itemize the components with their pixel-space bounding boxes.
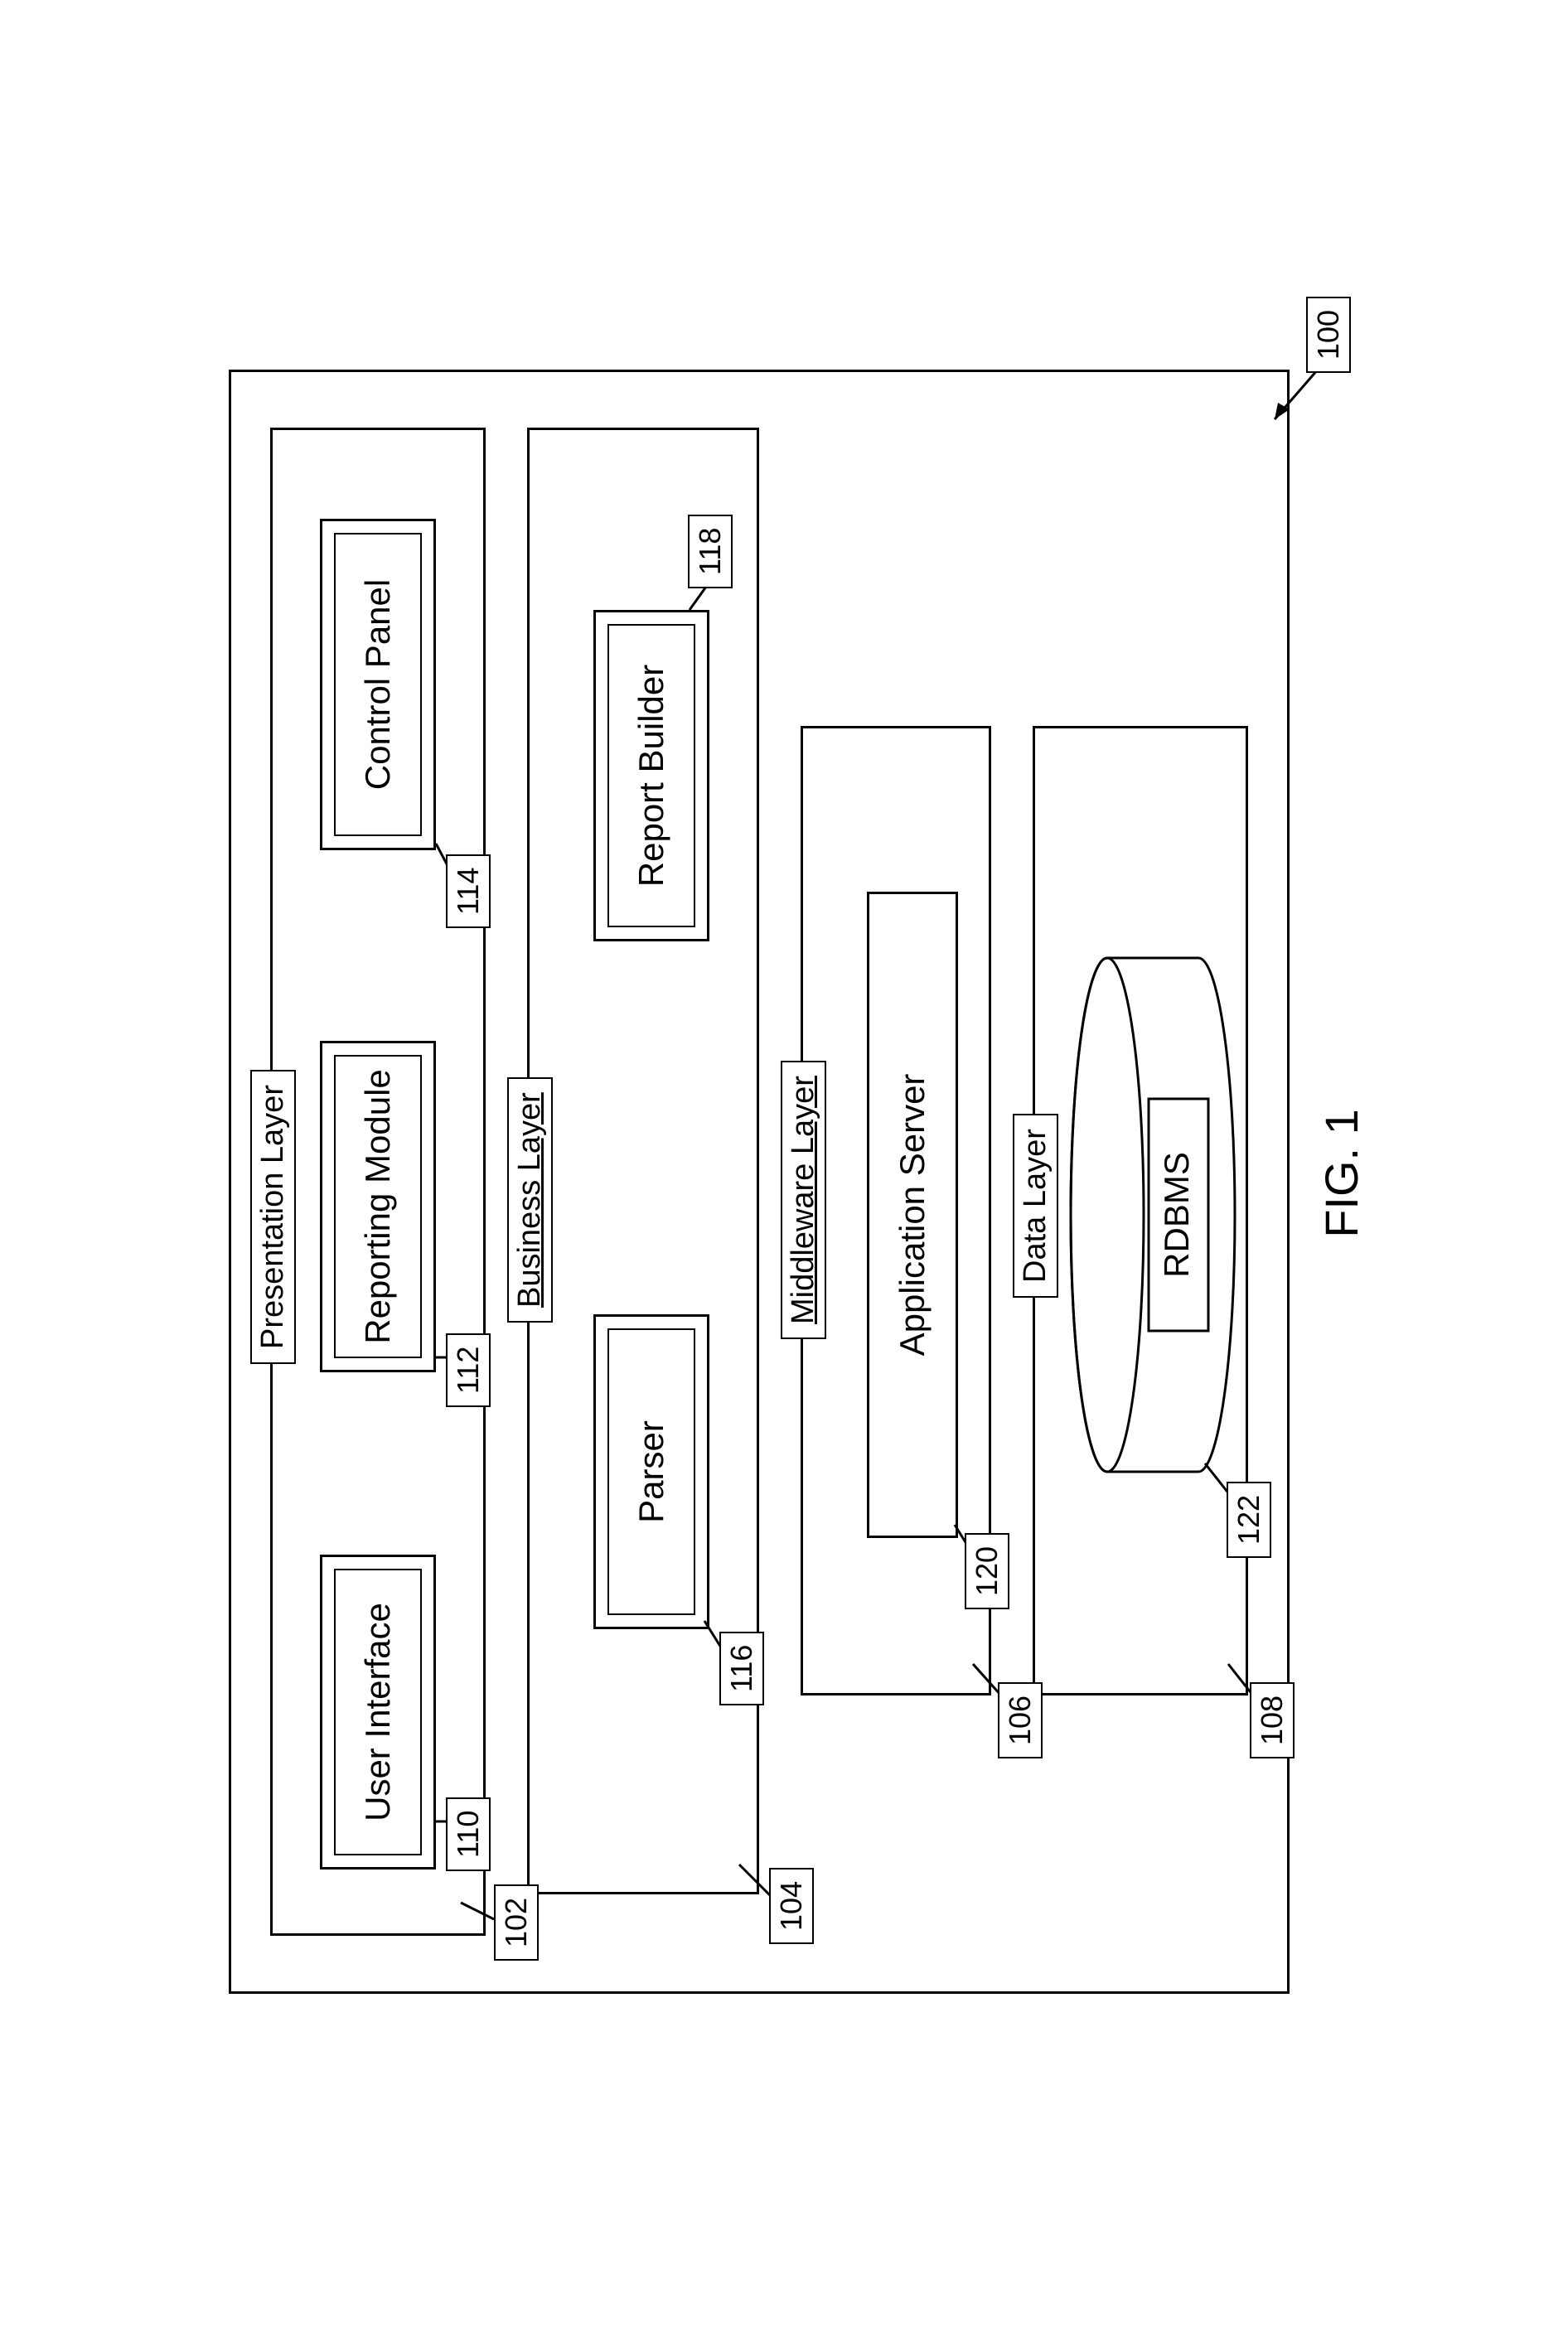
app-server-module: Application Server	[867, 892, 958, 1538]
reporting-module-label: Reporting Module	[334, 1055, 422, 1358]
ref-120: 120	[965, 1532, 1009, 1608]
ref-112: 112	[446, 1333, 491, 1406]
report-builder-module: Report Builder	[593, 610, 709, 941]
ref-110: 110	[446, 1797, 491, 1870]
ref-118: 118	[688, 514, 733, 588]
ref-104: 104	[769, 1867, 814, 1943]
diagram-canvas: Presentation Layer User Interface Report…	[196, 303, 1372, 2044]
reporting-module: Reporting Module	[320, 1041, 436, 1372]
user-interface-module: User Interface	[320, 1555, 436, 1870]
ref-106: 106	[998, 1681, 1043, 1758]
business-layer-title: Business Layer	[507, 1077, 553, 1323]
ref-116: 116	[719, 1631, 764, 1705]
ref-114: 114	[446, 854, 491, 927]
ref-102: 102	[494, 1884, 539, 1960]
report-builder-label: Report Builder	[607, 624, 695, 927]
control-panel-module: Control Panel	[320, 519, 436, 850]
ref-108: 108	[1250, 1681, 1295, 1758]
app-server-label: Application Server	[893, 1073, 932, 1356]
ref-122: 122	[1227, 1481, 1271, 1557]
data-layer-title: Data Layer	[1013, 1114, 1058, 1298]
middleware-layer-title: Middleware Layer	[781, 1061, 826, 1339]
diagram-wrapper: Presentation Layer User Interface Report…	[196, 303, 1372, 2044]
figure-caption: FIG. 1	[1314, 303, 1368, 2044]
rdbms-label: RDBMS	[1157, 1099, 1197, 1331]
control-panel-label: Control Panel	[334, 533, 422, 836]
presentation-layer-title: Presentation Layer	[250, 1070, 296, 1364]
parser-label: Parser	[607, 1328, 695, 1615]
user-interface-label: User Interface	[334, 1569, 422, 1855]
parser-module: Parser	[593, 1314, 709, 1629]
